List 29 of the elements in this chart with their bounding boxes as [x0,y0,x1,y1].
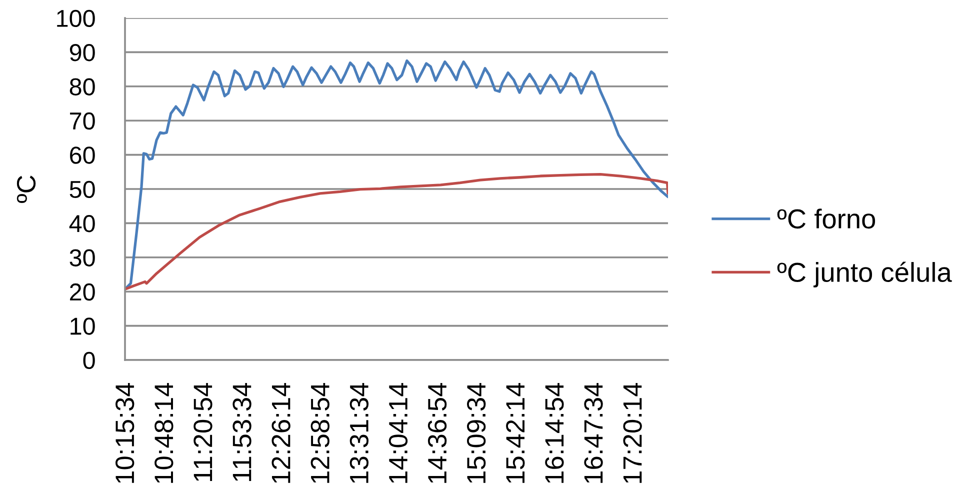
y-tick-label: 0 [83,352,95,370]
x-tick-label: 11:53:34 [232,382,252,481]
x-tick-label: 12:58:54 [310,382,330,483]
y-tick-label: 100 [57,10,95,28]
y-tick-label: 50 [70,180,95,198]
y-tick-label: 80 [70,78,95,96]
y-tick-label: 30 [70,249,95,266]
x-tick-label: 10:48:14 [154,382,174,483]
line-series [125,172,668,291]
legend-label: ºC forno [777,208,876,229]
x-tick-label: 16:47:34 [584,382,603,483]
y-tick-label: 20 [70,283,95,301]
y-axis-title: ºC [16,176,36,204]
x-tick-label: 15:09:34 [466,382,486,483]
x-tick-label: 10:15:34 [116,382,134,483]
x-tick-label: 17:20:14 [623,382,642,483]
y-tick-label: 60 [70,146,95,164]
y-tick-label: 40 [69,215,95,232]
x-tick-label: 16:14:54 [545,382,564,483]
x-tick-label: 12:26:14 [272,382,290,483]
x-tick-label: 14:04:14 [388,382,408,483]
y-tick-label: 10 [70,318,95,335]
x-tick-label: 14:36:54 [428,382,447,483]
y-tick-label: 90 [70,44,95,62]
legend-label: ºC junto célula [777,262,952,288]
x-tick-label: 13:31:34 [350,382,369,483]
x-tick-label: 15:42:14 [506,382,525,483]
y-tick-label: 70 [70,112,95,130]
x-tick-label: 11:20:54 [194,382,212,481]
